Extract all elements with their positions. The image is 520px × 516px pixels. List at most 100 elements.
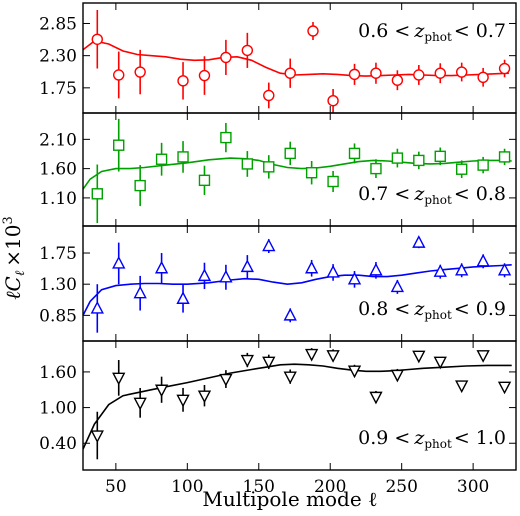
data-point (90, 430, 104, 444)
data-point (91, 33, 103, 45)
panel-label-part: 0.6 < (358, 20, 410, 42)
data-point (177, 75, 189, 87)
data-point (197, 268, 212, 282)
panel-label: 0.9 < zphot < 1.0 (358, 427, 506, 451)
data-point (198, 69, 211, 82)
model-curve (83, 363, 512, 450)
data-point (455, 262, 469, 276)
y-tick-label: 2.30 (39, 47, 77, 67)
panel-4: 0.40 1.00 1.60 0.9 < zphot < 1.0 (39, 340, 517, 471)
data-point (497, 262, 512, 276)
panel-3: 0.85 1.30 1.75 0.8 < zphot < 0.9 (39, 225, 517, 342)
data-point (91, 188, 103, 200)
data-point (154, 260, 169, 274)
data-point (113, 139, 125, 151)
data-point (326, 264, 340, 278)
data-point (133, 285, 147, 299)
panel-frame (82, 2, 517, 114)
data-point (198, 174, 211, 187)
panel-label-part: < 0.9 (454, 298, 506, 320)
data-point (434, 150, 446, 163)
panel-label-part: phot (424, 30, 452, 44)
data-point (241, 44, 254, 57)
y-tick-label: 0.85 (39, 306, 77, 326)
data-point (326, 350, 340, 363)
data-point (284, 147, 296, 160)
panel-data (83, 348, 512, 460)
x-axis: 50 100 150 200 250 300 (105, 477, 489, 497)
panel-label-part: z (413, 427, 425, 449)
data-point (283, 371, 297, 385)
panel-label-part: phot (424, 437, 452, 451)
data-point (112, 372, 126, 386)
panel-label-part: phot (424, 308, 452, 322)
data-point (348, 147, 361, 160)
data-point (369, 391, 383, 405)
panel-label-part: phot (424, 193, 452, 207)
data-point (220, 51, 232, 64)
y-axis-label-base: ℓC (1, 276, 25, 300)
data-point (219, 373, 233, 387)
y-axis-label-scale: ×10 (1, 225, 25, 267)
legend-marker (307, 25, 319, 37)
panel-frame (82, 112, 517, 227)
panel-label-part: 0.8 < (358, 298, 410, 320)
panel-label: 0.6 < zphot < 0.7 (358, 20, 506, 44)
data-point (304, 348, 319, 362)
data-point (434, 67, 446, 79)
data-point (220, 131, 232, 144)
panel-label-part: < 1.0 (454, 427, 506, 449)
data-point (176, 394, 190, 408)
data-point (477, 71, 489, 84)
data-point (90, 300, 104, 314)
panel-label-part: z (413, 183, 425, 205)
data-point (197, 390, 212, 404)
data-point (133, 397, 147, 411)
data-point (412, 235, 426, 248)
x-tick-label: 250 (385, 477, 417, 497)
data-point (390, 279, 405, 293)
x-tick-label: 200 (314, 477, 346, 497)
data-point (304, 260, 319, 274)
y-tick-label: 2.10 (39, 130, 77, 150)
panel-2: 1.10 1.60 2.10 0.7 < zphot < 0.8 (39, 112, 517, 227)
y-tick-label: 1.30 (39, 275, 77, 295)
data-point (433, 264, 447, 277)
y-tick-label: 0.40 (39, 434, 77, 454)
data-point (390, 369, 405, 383)
data-point (176, 291, 190, 304)
data-point (413, 154, 425, 167)
data-point (413, 69, 425, 81)
data-point (347, 365, 362, 379)
panel-label-part: < 0.7 (454, 20, 506, 42)
data-point (134, 179, 146, 192)
data-point (369, 262, 383, 276)
y-tick-label: 1.10 (39, 189, 77, 209)
y-axis-label: ℓCℓ ×103 (1, 216, 28, 300)
x-tick-label: 300 (457, 477, 489, 497)
data-point (497, 381, 512, 395)
data-point (219, 269, 233, 283)
data-point (177, 151, 189, 163)
data-point (455, 163, 468, 175)
data-point (241, 158, 254, 170)
x-tick-label: 50 (105, 477, 127, 497)
data-point (305, 167, 318, 179)
panel-data (83, 235, 512, 333)
data-point (134, 66, 146, 78)
data-point (391, 152, 404, 164)
y-tick-label: 1.75 (39, 244, 77, 264)
data-point (240, 259, 254, 273)
panel-label-part: 0.9 < (358, 427, 410, 449)
panel-label-part: < 0.8 (454, 183, 506, 205)
data-point (240, 354, 254, 368)
panel-data (83, 118, 512, 224)
panel-label-part: 0.7 < (358, 183, 410, 205)
data-point (391, 74, 404, 86)
panel-label: 0.8 < zphot < 0.9 (358, 298, 506, 322)
panel-1: 1.75 2.30 2.85 0.6 < zphot < 0.7 (39, 2, 517, 114)
y-tick-label: 1.00 (39, 399, 77, 419)
y-axis-label-exp: 3 (1, 216, 16, 224)
x-tick-label: 150 (243, 477, 275, 497)
